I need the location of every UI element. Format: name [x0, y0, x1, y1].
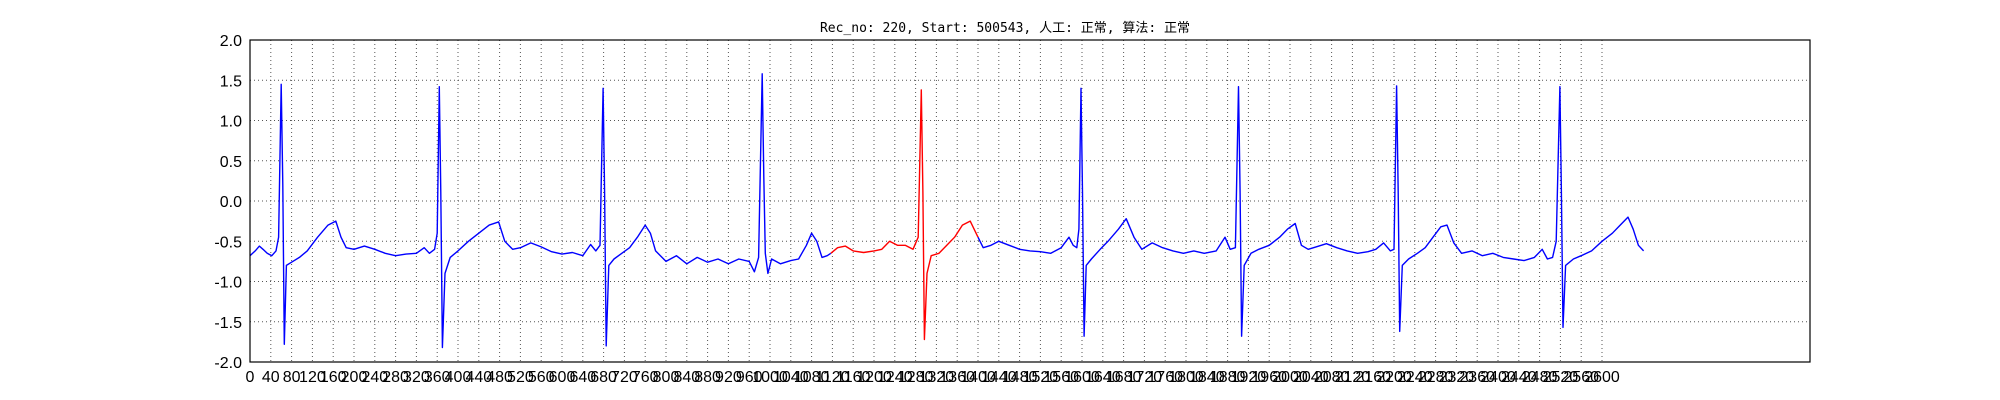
ecg-normal-segment [249, 73, 832, 349]
x-tick-label: 2520 [1543, 369, 1579, 386]
grid-lines [250, 40, 1810, 362]
x-tick-label: 1080 [794, 369, 830, 386]
plot-frame [249, 39, 1811, 363]
x-tick-label: 560 [528, 369, 555, 386]
x-tick-label: 2360 [1459, 369, 1495, 386]
y-tick-label: -2.0 [214, 355, 242, 372]
x-tick-label: 1240 [877, 369, 913, 386]
x-tick-label: 400 [445, 369, 472, 386]
x-tick-label: 760 [632, 369, 659, 386]
x-tick-label: 1360 [939, 369, 975, 386]
x-tick-label: 2040 [1293, 369, 1329, 386]
x-tick-label: 800 [653, 369, 680, 386]
y-tick-label: 1.5 [220, 73, 242, 90]
x-tick-label: 1480 [1002, 369, 1038, 386]
y-tick-label: -1.0 [214, 275, 242, 292]
x-tick-label: 320 [403, 369, 430, 386]
x-tick-label: 1280 [898, 369, 934, 386]
x-tick-label: 2080 [1314, 369, 1350, 386]
x-tick-label: 880 [694, 369, 721, 386]
x-tick-label: 2440 [1501, 369, 1537, 386]
x-tick-label: 1160 [836, 369, 871, 386]
x-tick-label: 160 [320, 369, 347, 386]
x-tick-label: 2280 [1418, 369, 1454, 386]
x-tick-label: 0 [246, 369, 255, 386]
x-tick-labels: 0 40 8012016020024028032036040044048052056… [246, 369, 1620, 386]
y-tick-label: -1.5 [214, 315, 242, 332]
x-tick-label: 840 [673, 369, 700, 386]
x-tick-label: 1040 [773, 369, 809, 386]
x-tick-label: 1520 [1023, 369, 1059, 386]
x-tick-label: 2600 [1584, 369, 1620, 386]
x-tick-label: 2000 [1272, 369, 1308, 386]
x-tick-label: 1320 [919, 369, 955, 386]
x-tick-label: 1920 [1231, 369, 1267, 386]
x-tick-label: 80 [283, 369, 301, 386]
x-tick-label: 2240 [1397, 369, 1433, 386]
x-tick-label: 640 [569, 369, 596, 386]
x-tick-label: 280 [382, 369, 409, 386]
ecg-highlight-segment [830, 89, 979, 341]
x-tick-label: 1200 [856, 369, 892, 386]
x-tick-label: 1120 [815, 369, 850, 386]
x-tick-label: 360 [424, 369, 451, 386]
x-tick-label: 520 [507, 369, 534, 386]
y-tick-labels: 2.0 1.5 1.0 0.5 0.0 -0.5 -1.0 -1.5 -2.0 [214, 33, 242, 372]
x-tick-label: 120 [299, 369, 326, 386]
ecg-normal-segment [977, 85, 1645, 337]
x-tick-label: 680 [590, 369, 617, 386]
x-tick-label: 1400 [960, 369, 996, 386]
x-tick-label: 2400 [1480, 369, 1516, 386]
x-tick-label: 1640 [1085, 369, 1121, 386]
x-tick-label: 600 [549, 369, 576, 386]
x-tick-label: 1760 [1147, 369, 1183, 386]
x-tick-label: 1800 [1168, 369, 1204, 386]
y-tick-label: 1.0 [220, 114, 242, 131]
x-tick-label: 1720 [1127, 369, 1163, 386]
y-tick-label: -0.5 [214, 234, 242, 251]
x-tick-label: 40 [262, 369, 280, 386]
x-tick-label: 1680 [1106, 369, 1142, 386]
x-tick-label: 2320 [1439, 369, 1475, 386]
x-tick-label: 960 [736, 369, 763, 386]
x-tick-label: 1960 [1251, 369, 1287, 386]
x-tick-label: 920 [715, 369, 742, 386]
y-tick-label: 2.0 [220, 33, 242, 50]
x-tick-label: 1560 [1043, 369, 1079, 386]
chart-title: Rec_no: 220, Start: 500543, 人工: 正常, 算法: … [820, 21, 1190, 36]
y-tick-label: 0.5 [220, 154, 242, 171]
ecg-series [249, 73, 1645, 349]
x-tick-label: 1600 [1064, 369, 1100, 386]
x-tick-label: 480 [486, 369, 513, 386]
x-tick-label: 2480 [1522, 369, 1558, 386]
x-tick-label: 2120 [1335, 369, 1371, 386]
x-tick-label: 1880 [1210, 369, 1246, 386]
x-tick-label: 1440 [981, 369, 1017, 386]
x-tick-label: 2560 [1563, 369, 1599, 386]
x-tick-label: 2160 [1355, 369, 1391, 386]
x-tick-label: 440 [465, 369, 492, 386]
x-tick-label: 720 [611, 369, 638, 386]
y-tick-label: 0.0 [220, 194, 242, 211]
x-tick-label: 1840 [1189, 369, 1225, 386]
x-tick-label: 240 [361, 369, 388, 386]
x-tick-label: 1000 [752, 369, 788, 386]
x-tick-label: 2200 [1376, 369, 1412, 386]
x-tick-label: 200 [341, 369, 368, 386]
